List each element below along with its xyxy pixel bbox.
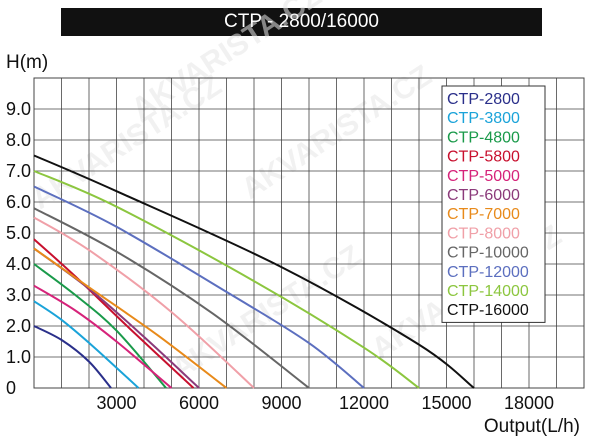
- series-line-ctp-5800: [33, 238, 195, 389]
- series-line-ctp-16000: [33, 154, 475, 389]
- chart-title: CTP - 2800/16000: [61, 8, 542, 36]
- y-axis-ticks: 0 1.0 2.0 3.0 4.0 5.0 6.0 7.0 8.0 9.0: [6, 99, 31, 398]
- legend-entry-ctp-4800: CTP-4800: [447, 129, 520, 146]
- y-tick-label: 6.0: [6, 192, 31, 212]
- legend-entry-ctp-5000: CTP-5000: [447, 168, 520, 185]
- legend-entry-ctp-14000: CTP-14000: [447, 283, 529, 300]
- y-tick-label: 1.0: [6, 347, 31, 367]
- legend-entry-ctp-16000: CTP-16000: [447, 302, 529, 319]
- legend-entry-ctp-6000: CTP-6000: [447, 187, 520, 204]
- y-tick-label: 9.0: [6, 99, 31, 119]
- x-tick-label: 6000: [179, 393, 219, 413]
- y-tick-label: 5.0: [6, 223, 31, 243]
- x-tick-label: 15000: [421, 393, 471, 413]
- legend-entry-ctp-2800: CTP-2800: [447, 91, 520, 108]
- x-tick-label: 12000: [339, 393, 389, 413]
- legend-entry-ctp-12000: CTP-12000: [447, 264, 529, 281]
- y-tick-label: 7.0: [6, 161, 31, 181]
- legend-entry-ctp-7000: CTP-7000: [447, 206, 520, 223]
- legend-entry-ctp-8000: CTP-8000: [447, 225, 520, 242]
- x-tick-label: 18000: [504, 393, 554, 413]
- y-tick-label: 3.0: [6, 285, 31, 305]
- series-line-ctp-3800: [33, 300, 140, 389]
- x-axis-ticks: 3000 6000 9000 12000 15000 18000: [96, 393, 554, 413]
- series-line-ctp-7000: [33, 247, 228, 389]
- series-line-ctp-5000: [33, 284, 173, 389]
- x-tick-label: 3000: [96, 393, 136, 413]
- legend-entry-ctp-3800: CTP-3800: [447, 110, 520, 127]
- legend-box: [441, 85, 546, 323]
- series-lines: [33, 154, 475, 389]
- y-axis-label: H(m): [6, 52, 48, 73]
- legend-entry-ctp-10000: CTP-10000: [447, 245, 529, 262]
- series-line-ctp-2800: [33, 325, 112, 389]
- legend-entry-ctp-5800: CTP-5800: [447, 149, 520, 166]
- y-tick-label: 4.0: [6, 254, 31, 274]
- x-axis-label: Output(L/h): [484, 416, 580, 437]
- y-tick-label: 2.0: [6, 316, 31, 336]
- y-tick-label: 0: [6, 378, 16, 398]
- y-tick-label: 8.0: [6, 130, 31, 150]
- series-line-ctp-10000: [33, 207, 310, 389]
- x-tick-label: 9000: [261, 393, 301, 413]
- legend: CTP-2800 CTP-3800 CTP-4800 CTP-5800 CTP-5000…: [441, 85, 546, 323]
- series-line-ctp-12000: [33, 185, 365, 389]
- series-line-ctp-14000: [33, 170, 420, 389]
- series-line-ctp-4800: [33, 263, 167, 389]
- axes: H(m) Output(L/h): [6, 52, 580, 437]
- series-line-ctp-8000: [33, 216, 255, 389]
